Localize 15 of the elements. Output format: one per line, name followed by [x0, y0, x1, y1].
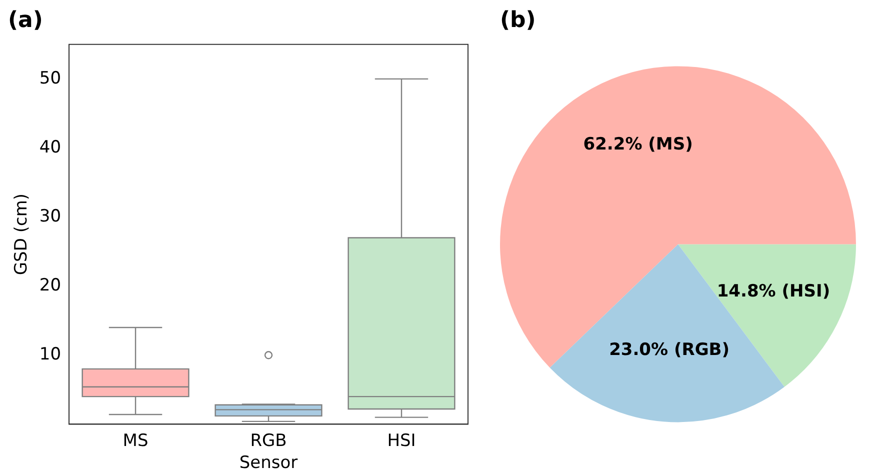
x-tick-label: MS	[122, 430, 148, 451]
chart-title: (a)	[8, 8, 43, 33]
slice-label: 23.0% (RGB)	[609, 340, 730, 360]
chart-title: (b)	[500, 8, 536, 33]
y-tick-label: 10	[39, 344, 62, 365]
x-tick-label: RGB	[250, 430, 287, 451]
y-axis-title: GSD (cm)	[12, 193, 32, 276]
x-tick-label: HSI	[387, 430, 416, 451]
y-tick-label: 40	[39, 137, 62, 158]
y-tick-label: 20	[39, 276, 62, 296]
y-tick-label: 30	[39, 206, 62, 226]
y-tick-label: 50	[39, 68, 62, 88]
slice-label: 14.8% (HSI)	[716, 282, 830, 302]
x-axis-title: Sensor	[239, 453, 298, 474]
slice-label: 62.2% (MS)	[583, 134, 693, 155]
